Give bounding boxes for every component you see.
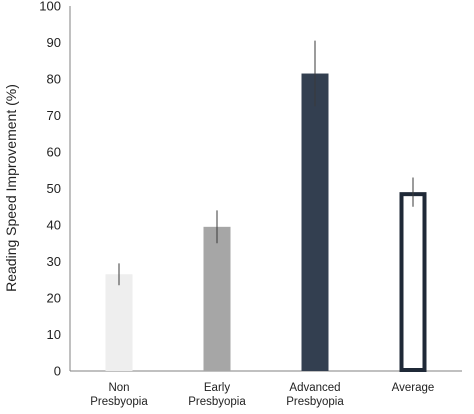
x-category-label: Early Presbyopia xyxy=(188,382,246,408)
y-tick-label: 70 xyxy=(47,108,61,123)
x-category-label-line: Early xyxy=(204,382,230,394)
x-category-label-line: Average xyxy=(392,382,435,394)
y-tick-label: 10 xyxy=(47,327,61,342)
x-category-label: Advanced Presbyopia xyxy=(286,382,344,408)
bar xyxy=(399,192,427,372)
y-tick-label: 90 xyxy=(47,35,61,50)
x-category-label-line: Presbyopia xyxy=(90,396,148,408)
y-tick-label: 40 xyxy=(47,218,61,233)
x-category-label: Non Presbyopia xyxy=(90,382,148,408)
x-category-label-line: Advanced xyxy=(289,382,340,394)
bar xyxy=(105,274,133,371)
y-tick-label: 80 xyxy=(47,72,61,87)
y-axis-title: Reading Speed Improvement (%) xyxy=(3,84,19,292)
y-tick-label: 0 xyxy=(54,364,61,379)
y-tick-label: 60 xyxy=(47,145,61,160)
y-tick-label: 100 xyxy=(39,0,61,14)
y-tick-label: 50 xyxy=(47,181,61,196)
y-tick-label: 20 xyxy=(47,291,61,306)
y-tick-label: 30 xyxy=(47,254,61,269)
x-category-label: Average xyxy=(392,382,435,394)
bar xyxy=(203,226,231,371)
x-category-label-line: Presbyopia xyxy=(286,396,344,408)
x-category-label-line: Presbyopia xyxy=(188,396,246,408)
x-category-label-line: Non xyxy=(108,382,129,394)
bar xyxy=(301,73,329,372)
